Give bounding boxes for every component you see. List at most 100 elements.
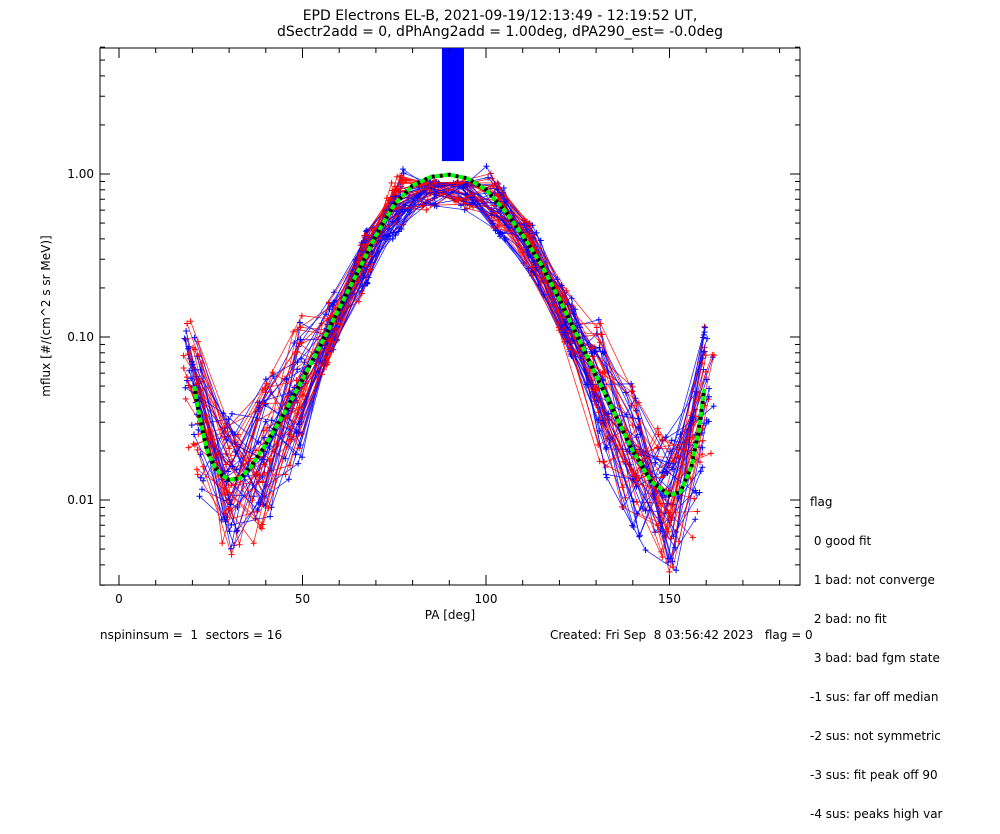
x-tick-label: 150 <box>658 592 681 606</box>
data-point-marker <box>470 204 477 211</box>
data-point-marker <box>219 540 226 547</box>
data-point-marker <box>296 340 303 347</box>
data-point-marker <box>628 380 635 387</box>
data-point-marker <box>687 475 694 482</box>
data-point-marker <box>665 528 672 535</box>
data-point-marker <box>694 508 701 515</box>
x-axis-label: PA [deg] <box>425 608 475 622</box>
legend-item: -1 sus: far off median <box>810 690 939 704</box>
data-point-marker <box>562 329 568 336</box>
data-point-marker <box>662 494 669 501</box>
data-point-marker <box>528 254 535 261</box>
data-point-marker <box>223 436 230 443</box>
data-point-marker <box>430 200 436 207</box>
data-point-marker <box>229 410 235 417</box>
data-point-marker <box>402 202 409 209</box>
data-point-marker <box>595 385 601 392</box>
data-point-marker <box>453 198 459 205</box>
data-trace-line <box>195 191 692 529</box>
data-trace-line <box>199 185 708 571</box>
data-point-marker <box>630 468 637 474</box>
data-point-marker <box>188 422 195 429</box>
fit-curve-underlay <box>192 172 707 498</box>
data-point-marker <box>652 459 659 466</box>
data-point-marker <box>367 266 374 273</box>
data-point-marker <box>603 444 610 451</box>
data-point-marker <box>597 320 604 327</box>
data-point-marker <box>292 451 299 458</box>
data-trace-line <box>185 181 713 466</box>
data-point-marker <box>260 400 267 407</box>
peak-spike-bar <box>441 48 464 162</box>
data-trace-line <box>200 184 693 562</box>
data-point-marker <box>588 350 595 357</box>
data-point-marker <box>363 227 370 234</box>
data-point-marker <box>393 208 400 215</box>
data-point-marker <box>388 179 395 186</box>
data-point-marker <box>630 498 637 505</box>
data-point-marker <box>704 335 711 342</box>
data-point-marker <box>655 522 661 529</box>
data-point-marker <box>189 344 196 351</box>
data-trace-line <box>191 184 705 549</box>
data-point-marker <box>358 290 365 297</box>
data-point-marker <box>659 469 665 476</box>
data-point-marker <box>500 185 507 191</box>
data-point-marker <box>675 495 682 502</box>
data-point-marker <box>227 501 234 508</box>
data-point-marker <box>363 279 370 286</box>
data-trace-line <box>198 184 692 529</box>
data-point-marker <box>558 282 565 289</box>
data-trace-line <box>196 183 714 511</box>
data-point-marker <box>394 173 401 180</box>
data-point-marker <box>293 377 300 384</box>
data-point-marker <box>226 507 233 514</box>
x-tick-label: 0 <box>115 592 123 606</box>
data-point-marker <box>284 414 291 421</box>
data-trace-line <box>201 179 695 544</box>
legend-item: -4 sus: peaks high var <box>810 807 943 821</box>
data-point-marker <box>389 187 396 194</box>
data-point-marker <box>497 229 504 236</box>
data-point-marker <box>492 210 499 217</box>
data-point-marker <box>287 462 293 469</box>
data-point-marker <box>398 177 405 184</box>
data-point-marker <box>710 403 717 410</box>
data-point-marker <box>526 221 533 228</box>
data-point-marker <box>268 417 275 424</box>
data-point-marker <box>630 524 637 530</box>
data-point-marker <box>656 500 663 507</box>
data-point-marker <box>620 458 627 465</box>
data-point-marker <box>454 179 461 185</box>
legend-item: 0 good fit <box>810 534 872 548</box>
data-point-marker <box>259 521 266 528</box>
data-point-marker <box>488 212 495 219</box>
data-point-marker <box>568 295 575 302</box>
data-point-marker <box>296 319 303 326</box>
data-point-marker <box>250 540 257 547</box>
data-point-marker <box>324 346 331 353</box>
data-point-marker <box>496 221 503 228</box>
data-trace-line <box>192 184 692 481</box>
flag-legend: flag 0 good fit 1 bad: not converge 2 ba… <box>810 470 942 834</box>
data-point-marker <box>668 437 675 444</box>
data-point-marker <box>282 455 289 462</box>
chart-subtitle: dSectr2add = 0, dPhAng2add = 1.00deg, dP… <box>277 24 723 40</box>
data-point-marker <box>258 525 265 532</box>
data-point-marker <box>259 474 266 480</box>
data-point-marker <box>294 326 301 333</box>
data-point-marker <box>269 369 276 376</box>
data-point-marker <box>182 395 189 402</box>
data-point-marker <box>689 534 696 541</box>
data-point-marker <box>262 385 269 392</box>
data-point-marker <box>222 518 229 525</box>
data-point-marker <box>183 328 190 334</box>
data-point-marker <box>666 568 673 575</box>
x-tick-label: 50 <box>295 592 310 606</box>
fit-curve <box>192 172 707 498</box>
data-point-marker <box>180 352 187 359</box>
data-point-marker <box>236 541 243 548</box>
data-point-marker <box>591 349 598 356</box>
chart-title: EPD Electrons EL-B, 2021-09-19/12:13:49 … <box>302 8 698 24</box>
data-trace-line <box>185 165 697 494</box>
